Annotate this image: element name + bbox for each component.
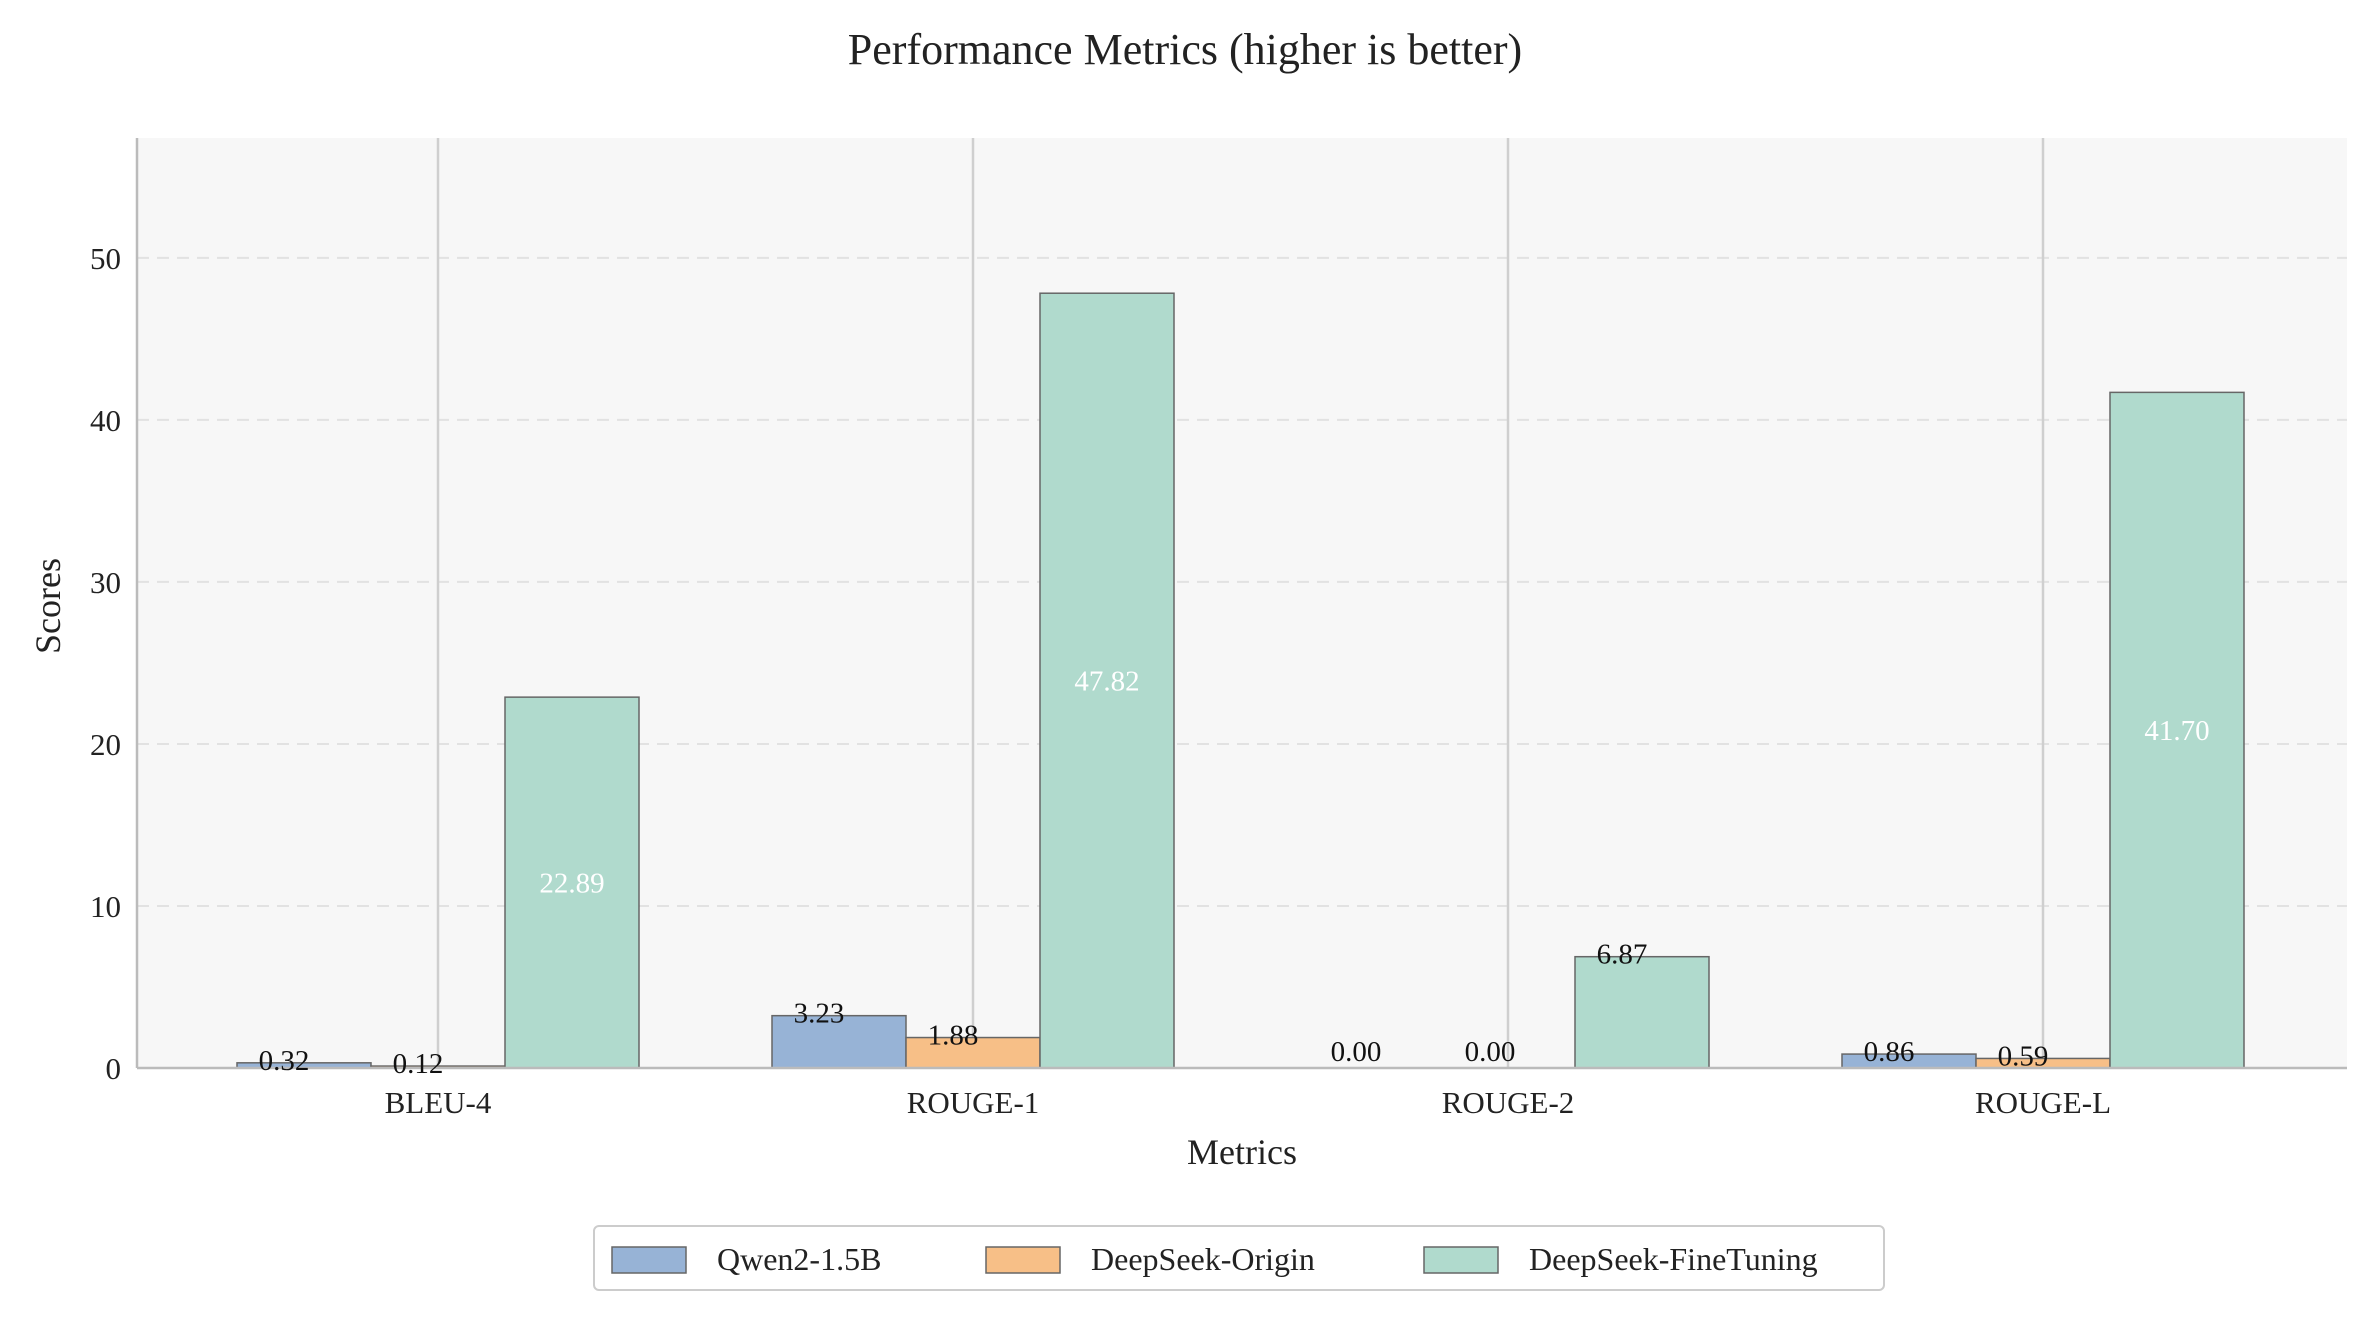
legend-label: Qwen2-1.5B [717,1241,881,1277]
bar-value-label: 0.12 [393,1048,444,1080]
bar-value-label: 22.89 [539,868,604,900]
legend-swatch [611,1246,687,1274]
bar [2109,391,2245,1069]
legend-swatch [1423,1246,1499,1274]
legend-label: DeepSeek-Origin [1091,1241,1315,1277]
x-tick-label: ROUGE-2 [1442,1085,1575,1120]
plot-background [137,138,2347,1068]
legend-label: DeepSeek-FineTuning [1529,1241,1818,1277]
x-tick-label: ROUGE-L [1975,1085,2111,1120]
x-tick-label: BLEU-4 [385,1085,492,1120]
y-tick-label: 0 [106,1051,122,1086]
y-tick-label: 40 [90,403,121,438]
y-tick-label: 10 [90,889,121,924]
chart-title: Performance Metrics (higher is better) [848,25,1522,74]
bar-value-label: 0.32 [259,1045,310,1077]
bar-value-label: 6.87 [1597,939,1648,971]
y-tick-label: 20 [90,727,121,762]
y-tick-label: 50 [90,241,121,276]
bar-value-label: 0.00 [1331,1036,1382,1068]
bar-value-label: 0.86 [1864,1036,1915,1068]
bar-value-label: 0.59 [1998,1040,2049,1072]
bar-value-label: 3.23 [794,998,845,1030]
bar [1039,292,1175,1069]
bar-value-label: 0.00 [1465,1036,1516,1068]
bar-value-label: 41.70 [2144,715,2209,747]
legend: Qwen2-1.5B DeepSeek-Origin DeepSeek-FineTu… [593,1225,1885,1291]
legend-swatch [985,1246,1061,1274]
y-tick-label: 30 [90,565,121,600]
legend-box [593,1225,1885,1291]
x-tick-label: ROUGE-1 [907,1085,1040,1120]
x-axis-label: Metrics [1187,1132,1297,1172]
bar [504,696,640,1069]
bar-value-label: 47.82 [1074,666,1139,698]
bar-value-label: 1.88 [928,1020,979,1052]
bar [1574,955,1710,1069]
y-axis-label: Scores [28,558,68,654]
